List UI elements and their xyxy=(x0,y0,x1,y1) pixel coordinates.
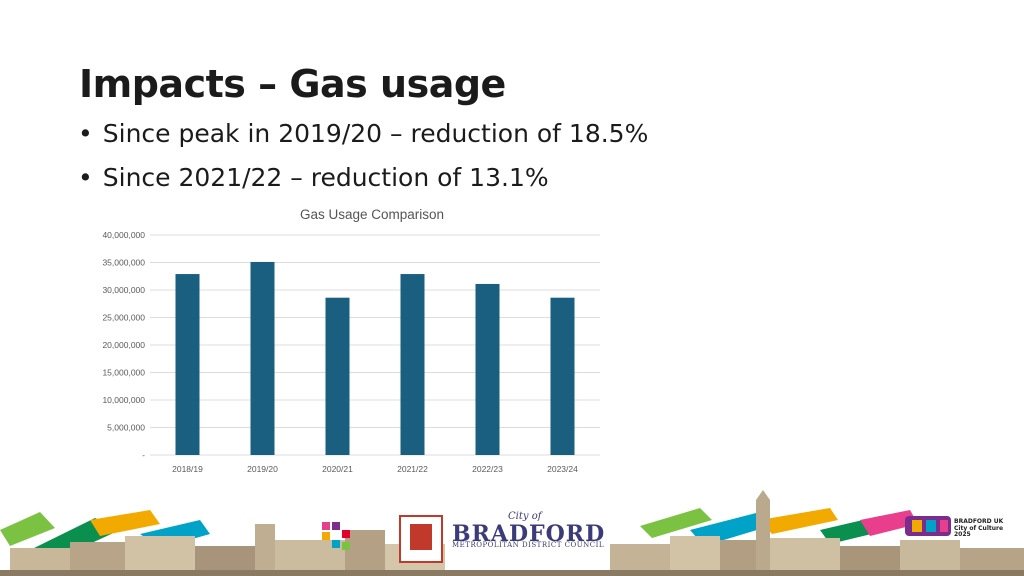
culture-2025-label: BRADFORD UK City of Culture 2025 xyxy=(954,518,1004,538)
bar xyxy=(400,274,425,455)
x-tick-label: 2020/21 xyxy=(322,464,353,474)
bar xyxy=(475,283,500,455)
council-subtitle: METROPOLITAN DISTRICT COUNCIL xyxy=(452,541,605,549)
y-tick-label: 25,000,000 xyxy=(102,313,145,323)
y-tick-label: - xyxy=(142,450,145,460)
y-tick-label: 40,000,000 xyxy=(102,230,145,240)
y-tick-label: 10,000,000 xyxy=(102,395,145,405)
y-tick-label: 20,000,000 xyxy=(102,340,145,350)
council-city-label: City of xyxy=(508,511,542,522)
footer-skyline-banner xyxy=(0,490,1024,576)
slide-title: Impacts – Gas usage xyxy=(79,62,506,106)
bar xyxy=(550,297,575,455)
gas-usage-chart: Gas Usage Comparison - 5,000,000 10,000,000… xyxy=(102,207,600,474)
x-tick-label: 2022/23 xyxy=(472,464,503,474)
x-tick-label: 2021/22 xyxy=(397,464,428,474)
y-tick-label: 35,000,000 xyxy=(102,258,145,268)
bar xyxy=(250,261,275,455)
y-tick-label: 30,000,000 xyxy=(102,285,145,295)
y-tick-label: 5,000,000 xyxy=(107,423,145,433)
y-tick-label: 15,000,000 xyxy=(102,368,145,378)
x-tick-label: 2018/19 xyxy=(172,464,203,474)
bullet-list: Since peak in 2019/20 – reduction of 18.… xyxy=(78,118,649,206)
x-tick-label: 2023/24 xyxy=(547,464,578,474)
council-name: BRADFORD xyxy=(452,521,606,547)
bar xyxy=(175,274,200,455)
chart-title: Gas Usage Comparison xyxy=(300,207,444,222)
bullet-item: Since peak in 2019/20 – reduction of 18.… xyxy=(78,118,649,162)
bullet-item: Since 2021/22 – reduction of 13.1% xyxy=(78,162,648,206)
bar xyxy=(325,297,350,455)
x-tick-label: 2019/20 xyxy=(247,464,278,474)
